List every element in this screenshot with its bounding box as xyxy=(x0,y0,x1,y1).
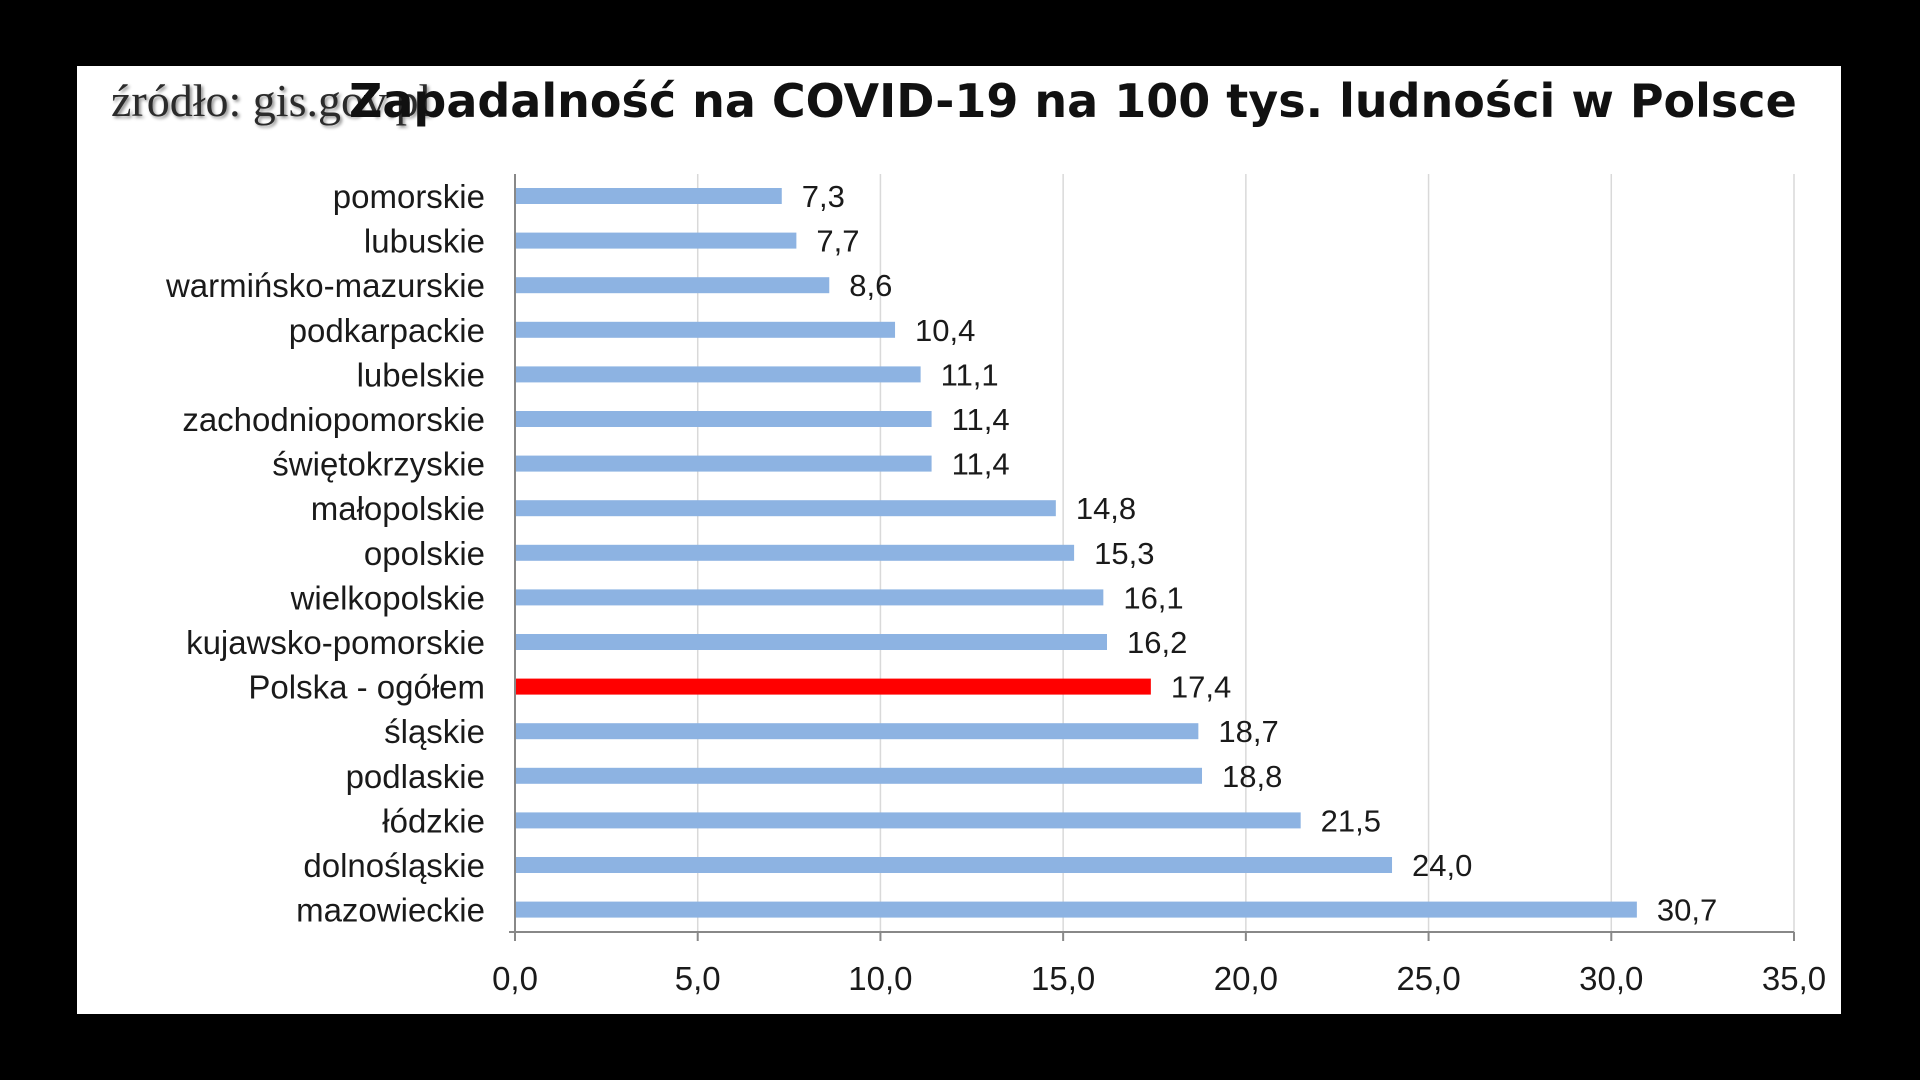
x-tick-labels: 0,0 5,0 10,0 15,0 20,0 25,0 30,0 35,0 xyxy=(492,960,1826,997)
category-label: zachodniopomorskie xyxy=(182,401,485,438)
category-label: Polska - ogółem xyxy=(248,669,485,706)
bars xyxy=(516,188,1637,918)
category-label: podlaskie xyxy=(346,758,485,795)
value-label: 7,7 xyxy=(816,224,859,259)
value-labels: 7,3 7,7 8,6 10,4 11,1 11,4 11,4 14,8 15,3 16,1 16,… xyxy=(802,179,1717,928)
value-label: 24,0 xyxy=(1412,848,1472,883)
bar xyxy=(516,277,830,294)
category-label: warmińsko-mazurskie xyxy=(165,267,485,304)
value-label: 16,2 xyxy=(1127,625,1187,660)
x-tick-label: 5,0 xyxy=(675,960,721,997)
bar xyxy=(516,366,921,383)
value-label: 18,7 xyxy=(1218,714,1278,749)
category-label: lubuskie xyxy=(364,223,485,260)
value-label: 18,8 xyxy=(1222,759,1282,794)
chart-frame: źródło: gis.gov.pl Zapadalność na COVID-… xyxy=(77,66,1841,1014)
value-label: 11,4 xyxy=(952,447,1010,482)
value-label: 11,1 xyxy=(941,357,999,392)
category-labels: pomorskie lubuskie warmińsko-mazurskie podk… xyxy=(165,178,485,929)
value-label: 7,3 xyxy=(802,179,845,214)
value-label: 30,7 xyxy=(1657,893,1717,928)
source-label: źródło: gis.gov.pl xyxy=(111,75,432,126)
bar xyxy=(516,812,1301,829)
x-tick-label: 10,0 xyxy=(848,960,912,997)
x-tick-label: 15,0 xyxy=(1031,960,1095,997)
value-label: 8,6 xyxy=(849,268,892,303)
x-tick-label: 30,0 xyxy=(1579,960,1643,997)
category-label: małopolskie xyxy=(311,490,485,527)
bar xyxy=(516,857,1393,873)
bar xyxy=(516,634,1107,650)
value-label: 17,4 xyxy=(1171,670,1231,705)
value-label: 21,5 xyxy=(1321,803,1381,838)
category-label: śląskie xyxy=(384,713,485,750)
x-tick-label: 25,0 xyxy=(1396,960,1460,997)
bar xyxy=(516,455,932,472)
value-label: 15,3 xyxy=(1094,536,1154,571)
bar xyxy=(516,500,1056,517)
bar-highlight xyxy=(516,678,1151,695)
category-label: podkarpackie xyxy=(289,312,485,349)
chart-title: Zapadalność na COVID-19 na 100 tys. ludn… xyxy=(349,74,1797,128)
category-label: kujawsko-pomorskie xyxy=(186,624,485,661)
bar xyxy=(516,589,1104,606)
x-tick-label: 20,0 xyxy=(1214,960,1278,997)
category-label: świętokrzyskie xyxy=(272,446,485,483)
category-label: mazowieckie xyxy=(296,892,485,929)
value-label: 10,4 xyxy=(915,313,975,348)
x-tick-label: 35,0 xyxy=(1762,960,1826,997)
axes xyxy=(509,174,1795,941)
bar xyxy=(516,411,932,427)
category-label: dolnośląskie xyxy=(303,847,485,884)
category-label: opolskie xyxy=(364,535,485,572)
value-label: 11,4 xyxy=(952,402,1010,437)
category-label: lubelskie xyxy=(357,356,485,393)
bar xyxy=(516,321,896,338)
bar xyxy=(516,901,1637,918)
bar xyxy=(516,232,797,249)
category-label: pomorskie xyxy=(333,178,485,215)
bar xyxy=(516,544,1075,561)
x-tick-label: 0,0 xyxy=(492,960,538,997)
bar xyxy=(516,767,1203,784)
bar xyxy=(516,188,782,204)
bar xyxy=(516,723,1199,740)
value-label: 14,8 xyxy=(1076,491,1136,526)
bar-chart: pomorskie lubuskie warmińsko-mazurskie podk… xyxy=(165,174,1826,997)
category-label: wielkopolskie xyxy=(290,579,485,616)
value-label: 16,1 xyxy=(1123,580,1183,615)
category-label: łódzkie xyxy=(382,802,485,839)
